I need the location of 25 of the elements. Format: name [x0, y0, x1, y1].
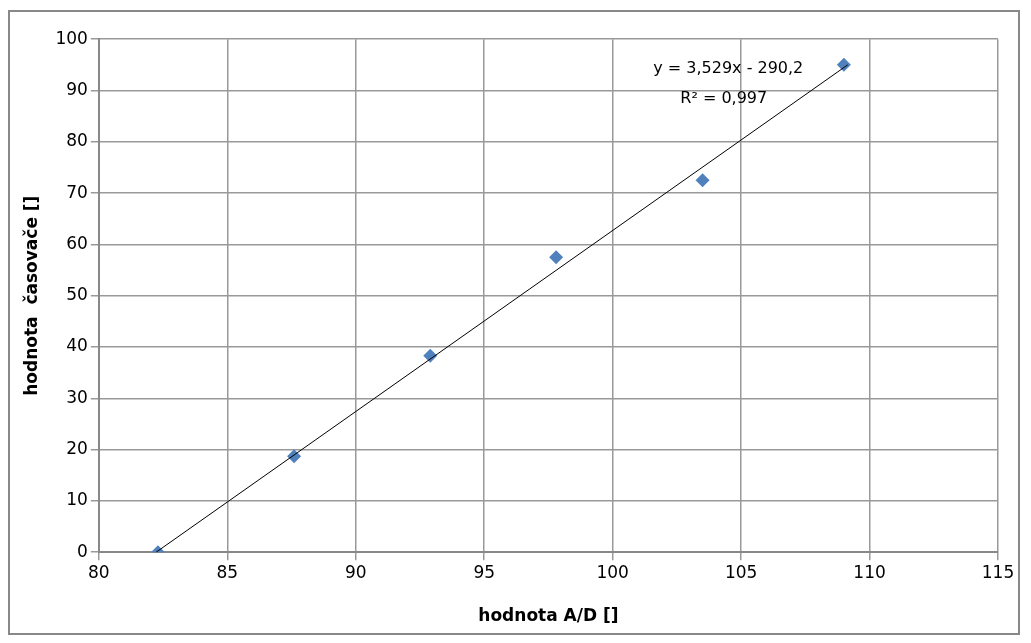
y-tick-label: 40	[66, 335, 88, 356]
y-tick-label: 100	[55, 27, 88, 48]
x-tick-label: 105	[724, 561, 758, 582]
y-axis-title: hodnota časovače []	[20, 195, 41, 396]
x-tick-label: 85	[216, 561, 239, 582]
x-tick-label: 110	[853, 561, 886, 582]
y-tick-label: 10	[66, 489, 88, 510]
y-tick-label: 0	[77, 540, 88, 561]
y-tick-label: 30	[66, 386, 88, 407]
y-tick-label: 60	[66, 232, 88, 253]
x-tick-label: 115	[981, 561, 1015, 582]
point	[549, 250, 564, 265]
annotation: y = 3,529x - 290,2	[653, 58, 804, 78]
y-tick-label: 80	[66, 130, 88, 151]
x-tick-label: 80	[88, 561, 110, 582]
y-tick-label: 20	[66, 438, 88, 459]
annotation: R² = 0,997	[680, 88, 768, 108]
y-tick-label: 70	[66, 181, 88, 202]
x-tick-label: 95	[473, 561, 496, 582]
x-axis-title: hodnota A/D []	[478, 605, 619, 626]
y-tick-label: 50	[66, 284, 88, 305]
x-tick-label: 90	[344, 561, 367, 582]
x-tick-label: 100	[596, 561, 629, 582]
y-tick-label: 90	[66, 78, 88, 99]
point	[695, 173, 710, 188]
